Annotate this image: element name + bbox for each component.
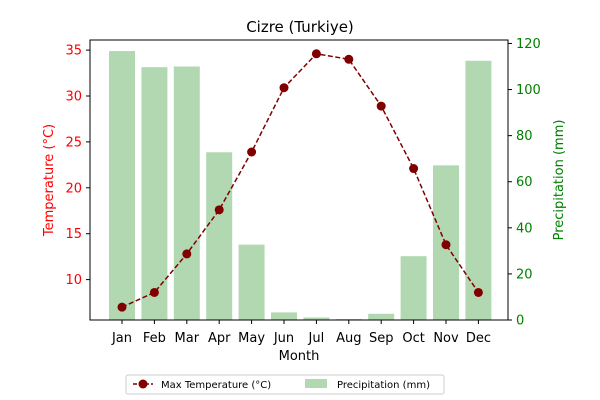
temperature-point-may — [247, 147, 257, 157]
temperature-point-jan — [117, 302, 127, 312]
x-tick-label: Feb — [143, 331, 166, 346]
temperature-line-layer — [117, 49, 483, 312]
precipitation-bars — [109, 51, 492, 321]
legend-frame — [125, 374, 445, 395]
right-y-axis: 0 20 40 60 80 100 120 — [508, 37, 541, 329]
precipitation-bar-feb — [141, 67, 168, 320]
temperature-point-dec — [473, 287, 483, 297]
x-tick-label: Nov — [433, 331, 459, 346]
right-y-tick-label: 40 — [516, 221, 533, 236]
temperature-point-oct — [409, 164, 419, 174]
left-y-tick-label: 30 — [65, 90, 82, 105]
x-tick-label: Sep — [369, 331, 394, 346]
precipitation-bar-mar — [173, 66, 200, 320]
legend-line-marker — [138, 379, 148, 389]
legend-label-precipitation: Precipitation (mm) — [337, 380, 430, 391]
temperature-point-jul — [311, 49, 321, 59]
right-y-axis-label: Precipitation (mm) — [552, 120, 567, 241]
left-y-tick-label: 25 — [65, 135, 82, 150]
x-axis-label: Month — [279, 349, 320, 364]
left-y-axis: 10 15 20 25 30 35 — [65, 44, 90, 288]
temperature-point-nov — [441, 240, 451, 250]
x-tick-label: Oct — [402, 331, 424, 346]
legend: Max Temperature (°C) Precipitation (mm) — [125, 374, 445, 395]
left-y-tick-label: 35 — [65, 44, 82, 59]
temperature-point-jun — [279, 83, 289, 93]
temperature-point-apr — [214, 205, 224, 215]
legend-bar-swatch — [305, 379, 327, 388]
chart-title: Cizre (Turkiye) — [246, 18, 354, 36]
plot-frame — [89, 39, 509, 321]
precipitation-bar-may — [238, 244, 265, 320]
temperature-point-sep — [376, 101, 386, 111]
precipitation-bar-dec — [465, 60, 492, 321]
temperature-point-feb — [149, 287, 159, 297]
x-tick-label: Jan — [111, 331, 132, 346]
right-y-tick-label: 120 — [516, 37, 541, 52]
right-y-tick-label: 80 — [516, 129, 533, 144]
x-axis: Jan Feb Mar Apr May Jun Jul Aug Sep Oct Nov Dec — [111, 320, 491, 346]
precipitation-bar-jan — [109, 51, 135, 321]
left-y-axis-label: Temperature (°C) — [42, 124, 57, 237]
x-tick-label: Mar — [175, 331, 200, 346]
temperature-line — [121, 52, 480, 308]
x-tick-label: Apr — [208, 331, 231, 346]
precipitation-bar-oct — [400, 256, 427, 320]
x-tick-label: Jun — [273, 331, 294, 346]
temperature-point-aug — [344, 54, 354, 64]
right-y-tick-label: 0 — [516, 314, 524, 329]
precipitation-bar-sep — [368, 313, 395, 320]
right-y-tick-label: 20 — [516, 267, 533, 282]
x-tick-label: May — [238, 331, 265, 346]
left-y-tick-label: 20 — [65, 181, 82, 196]
left-y-tick-label: 10 — [65, 273, 82, 288]
x-tick-label: Jul — [308, 331, 325, 346]
x-tick-label: Dec — [466, 331, 491, 346]
precipitation-bar-jun — [271, 312, 297, 320]
temperature-point-mar — [182, 249, 192, 259]
right-y-tick-label: 100 — [516, 83, 541, 98]
legend-label-temperature: Max Temperature (°C) — [161, 380, 271, 391]
right-y-tick-label: 60 — [516, 175, 533, 190]
precipitation-bar-jul — [303, 317, 330, 320]
precipitation-bar-apr — [206, 152, 233, 320]
left-y-tick-label: 15 — [65, 227, 82, 242]
x-tick-label: Aug — [336, 331, 361, 346]
